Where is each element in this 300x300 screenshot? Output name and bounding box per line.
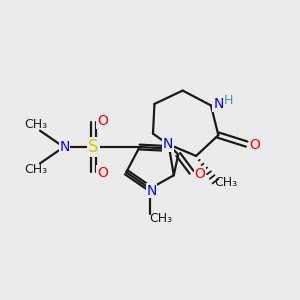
- Text: O: O: [97, 166, 108, 180]
- Text: N: N: [163, 137, 173, 151]
- Text: N: N: [213, 97, 224, 111]
- Text: O: O: [250, 138, 260, 152]
- Text: O: O: [97, 114, 108, 128]
- Text: S: S: [88, 138, 99, 156]
- Text: CH₃: CH₃: [24, 163, 47, 176]
- Text: H: H: [224, 94, 233, 106]
- Text: N: N: [146, 184, 157, 198]
- Text: CH₃: CH₃: [214, 176, 237, 189]
- Text: CH₃: CH₃: [24, 118, 47, 131]
- Text: CH₃: CH₃: [149, 212, 172, 225]
- Text: O: O: [194, 167, 206, 181]
- Text: N: N: [59, 140, 70, 154]
